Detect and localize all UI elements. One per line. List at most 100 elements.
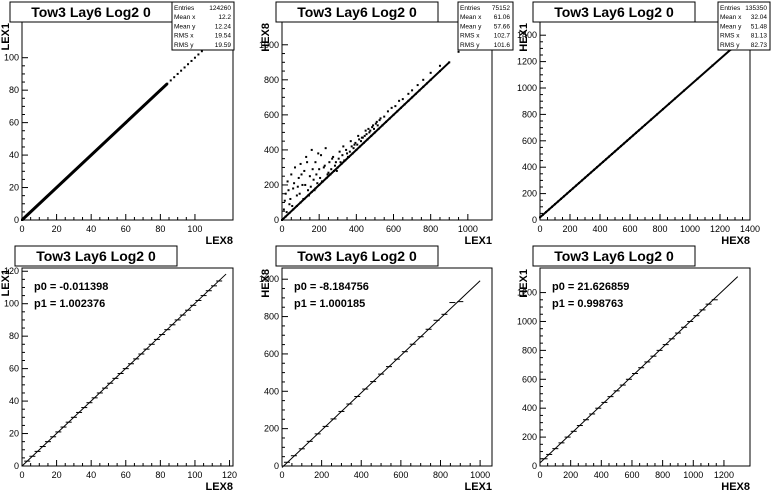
y-tick-label: 800: [522, 345, 537, 355]
scatter-point: [401, 98, 404, 101]
scatter-point: [342, 145, 345, 148]
title-box: [532, 1, 696, 23]
scatter-point: [285, 211, 288, 214]
x-tick-label: 20: [52, 224, 62, 234]
fit-line: [281, 280, 481, 468]
y-tick-label: 600: [264, 349, 279, 359]
stats-box: [717, 1, 771, 51]
x-tick-label: 1200: [710, 224, 730, 234]
y-tick-label: 1000: [517, 83, 537, 93]
scatter-point: [314, 161, 317, 164]
scatter-point: [390, 106, 393, 109]
plot-title: Tow3 Lay6 Log2 0: [297, 248, 417, 264]
stats-value: 75152: [492, 5, 510, 12]
scatter-point: [197, 53, 200, 56]
scatter-point: [307, 189, 310, 192]
scatter-point: [300, 173, 303, 176]
scatter-point: [429, 71, 432, 74]
scatter-point: [295, 194, 298, 197]
scatter-point: [293, 182, 296, 185]
scatter-point: [349, 140, 352, 143]
x-tick-label: 800: [433, 470, 448, 480]
x-tick-label: 0: [19, 470, 24, 480]
x-tick-label: 200: [563, 470, 578, 480]
scatter-point: [394, 105, 397, 108]
y-axis-label: HEX8: [260, 23, 272, 52]
scatter-point: [383, 115, 386, 118]
scatter-point: [339, 161, 342, 164]
scatter-point: [361, 136, 364, 139]
x-tick-label: 0: [279, 470, 284, 480]
scatter-point: [341, 154, 344, 157]
x-tick-label: 1000: [458, 224, 478, 234]
stats-label: Mean y: [720, 23, 742, 30]
x-tick-label: 400: [349, 224, 364, 234]
x-axis-label: LEX8: [205, 481, 233, 492]
scatter-point: [301, 183, 304, 186]
y-tick-label: 1000: [259, 40, 279, 50]
scatter-point: [180, 69, 183, 72]
y-tick-label: 200: [522, 189, 537, 199]
scatter-point: [372, 127, 375, 130]
scatter-point: [322, 166, 325, 169]
scatter-point: [357, 134, 360, 137]
y-tick-label: 600: [522, 136, 537, 146]
fit-parameter-label: p0 = -8.184756: [294, 281, 369, 293]
x-tick-label: 40: [86, 224, 96, 234]
scatter-point: [193, 56, 196, 59]
scatter-density-band: [20, 82, 169, 222]
stats-value: 19.59: [215, 42, 232, 49]
scatter-point: [306, 161, 309, 164]
y-tick-label: 200: [522, 432, 537, 442]
scatter-point: [298, 192, 301, 195]
y-tick-label: 800: [264, 312, 279, 322]
x-tick-label: 400: [594, 470, 609, 480]
scatter-point: [320, 154, 323, 157]
x-tick-label: 60: [121, 470, 131, 480]
y-tick-label: 20: [9, 183, 19, 193]
x-tick-label: 600: [386, 224, 401, 234]
scatter-point: [316, 182, 319, 185]
scatter-point: [345, 148, 348, 151]
plot-panel: 0 200 400 600 800 1000 1200 1400 0 200 400 600 800 10…: [517, 1, 771, 247]
x-tick-label: 20: [52, 470, 62, 480]
stats-value: 101.6: [494, 42, 511, 49]
stats-label: Entries: [174, 5, 195, 12]
y-tick-label: 1400: [517, 30, 537, 40]
x-tick-label: 0: [279, 224, 284, 234]
scatter-point: [305, 155, 308, 158]
scatter-point: [378, 119, 381, 122]
y-tick-label: 0: [14, 215, 19, 225]
stats-label: RMS y: [720, 42, 740, 49]
y-tick-label: 1000: [517, 316, 537, 326]
stats-value: 19.54: [215, 33, 232, 40]
x-tick-label: 200: [314, 470, 329, 480]
scatter-point: [169, 79, 172, 82]
scatter-point: [299, 162, 302, 165]
stats-label: RMS y: [460, 42, 480, 49]
scatter-point: [326, 173, 329, 176]
y-tick-label: 100: [4, 299, 19, 309]
stats-value: 124260: [209, 5, 231, 12]
scatter-point: [327, 171, 330, 174]
stats-label: Mean y: [174, 23, 196, 30]
stats-label: RMS x: [174, 33, 194, 40]
plot-title: Tow3 Lay6 Log2 0: [36, 248, 156, 264]
scatter-point: [330, 168, 333, 171]
scatter-point: [422, 78, 425, 81]
scatter-point: [309, 185, 312, 188]
stats-value: 51.48: [751, 23, 768, 30]
x-axis-label: HEX8: [721, 235, 750, 247]
y-axis-label: LEX1: [0, 23, 12, 51]
stats-value: 135350: [745, 5, 767, 12]
scatter-point: [348, 150, 351, 153]
scatter-point: [338, 150, 341, 153]
plot-title: Tow3 Lay6 Log2 0: [31, 4, 151, 20]
x-axis-label: HEX8: [721, 481, 750, 492]
x-tick-label: 0: [19, 224, 24, 234]
plot-frame: [539, 267, 751, 467]
stats-value: 102.7: [494, 33, 511, 40]
stats-label: RMS x: [460, 33, 480, 40]
